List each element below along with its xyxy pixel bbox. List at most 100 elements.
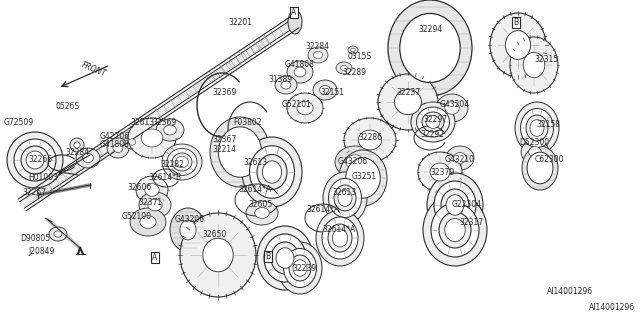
Ellipse shape bbox=[180, 220, 196, 240]
Ellipse shape bbox=[378, 74, 438, 130]
Ellipse shape bbox=[524, 52, 545, 77]
Text: 32294: 32294 bbox=[418, 25, 442, 34]
Ellipse shape bbox=[264, 234, 306, 282]
Ellipse shape bbox=[284, 249, 317, 287]
Ellipse shape bbox=[335, 146, 375, 178]
Ellipse shape bbox=[411, 102, 455, 142]
Text: 32282: 32282 bbox=[160, 160, 184, 169]
Ellipse shape bbox=[281, 81, 291, 89]
Ellipse shape bbox=[400, 13, 460, 83]
Ellipse shape bbox=[289, 255, 311, 281]
Ellipse shape bbox=[418, 152, 462, 192]
Text: 32613: 32613 bbox=[332, 188, 356, 197]
Text: G42706: G42706 bbox=[100, 132, 130, 141]
Text: G22304: G22304 bbox=[452, 200, 482, 209]
Ellipse shape bbox=[107, 138, 129, 158]
Ellipse shape bbox=[445, 219, 465, 242]
Text: 32239: 32239 bbox=[292, 264, 316, 273]
Ellipse shape bbox=[128, 118, 176, 158]
Ellipse shape bbox=[141, 129, 163, 147]
Ellipse shape bbox=[388, 0, 472, 96]
Ellipse shape bbox=[446, 195, 464, 215]
Ellipse shape bbox=[454, 153, 467, 164]
Ellipse shape bbox=[417, 107, 449, 137]
Ellipse shape bbox=[338, 190, 352, 206]
Text: B: B bbox=[266, 252, 271, 261]
Ellipse shape bbox=[527, 152, 553, 184]
Ellipse shape bbox=[21, 146, 49, 174]
Ellipse shape bbox=[175, 156, 188, 168]
Text: G41808: G41808 bbox=[285, 60, 315, 69]
Ellipse shape bbox=[293, 260, 307, 276]
Ellipse shape bbox=[351, 48, 355, 52]
Ellipse shape bbox=[530, 120, 544, 136]
Ellipse shape bbox=[515, 102, 559, 154]
Text: 32237: 32237 bbox=[396, 88, 420, 97]
Ellipse shape bbox=[255, 208, 269, 218]
Ellipse shape bbox=[276, 248, 294, 268]
Text: AI14001296: AI14001296 bbox=[589, 303, 635, 312]
Text: 32292: 32292 bbox=[420, 130, 444, 139]
Ellipse shape bbox=[339, 150, 387, 206]
Ellipse shape bbox=[358, 130, 381, 150]
Text: 32614*A: 32614*A bbox=[306, 205, 339, 214]
Ellipse shape bbox=[262, 161, 282, 183]
Text: J20849: J20849 bbox=[28, 247, 54, 256]
Text: G43206: G43206 bbox=[338, 157, 368, 166]
Ellipse shape bbox=[430, 163, 450, 181]
Ellipse shape bbox=[446, 146, 474, 170]
Ellipse shape bbox=[426, 116, 440, 128]
Ellipse shape bbox=[257, 155, 287, 189]
Ellipse shape bbox=[242, 137, 302, 207]
Ellipse shape bbox=[287, 61, 313, 83]
Ellipse shape bbox=[332, 229, 348, 247]
Ellipse shape bbox=[510, 37, 558, 93]
Ellipse shape bbox=[520, 108, 554, 148]
Ellipse shape bbox=[308, 47, 328, 63]
Ellipse shape bbox=[76, 148, 100, 168]
Text: 32369: 32369 bbox=[212, 88, 236, 97]
Ellipse shape bbox=[180, 213, 256, 297]
Ellipse shape bbox=[319, 85, 330, 94]
Ellipse shape bbox=[130, 208, 166, 236]
Ellipse shape bbox=[275, 76, 297, 94]
Text: 32371: 32371 bbox=[138, 198, 162, 207]
Ellipse shape bbox=[113, 143, 123, 153]
Text: C62300: C62300 bbox=[535, 155, 564, 164]
Text: G72509: G72509 bbox=[4, 118, 34, 127]
Text: H01003: H01003 bbox=[28, 173, 58, 182]
Text: A: A bbox=[152, 253, 157, 262]
Text: 32613: 32613 bbox=[243, 158, 267, 167]
Text: 32286: 32286 bbox=[358, 133, 382, 142]
Ellipse shape bbox=[156, 119, 184, 141]
Text: G41808: G41808 bbox=[100, 140, 130, 149]
Text: 32289: 32289 bbox=[342, 68, 366, 77]
Ellipse shape bbox=[336, 62, 352, 74]
Text: F03802: F03802 bbox=[233, 118, 262, 127]
Text: 32613: 32613 bbox=[130, 118, 154, 127]
Ellipse shape bbox=[257, 226, 313, 290]
Ellipse shape bbox=[322, 217, 358, 259]
Ellipse shape bbox=[334, 185, 356, 211]
Ellipse shape bbox=[294, 67, 306, 77]
Text: 31389: 31389 bbox=[268, 75, 292, 84]
Text: 32267: 32267 bbox=[22, 188, 46, 197]
Ellipse shape bbox=[340, 65, 348, 71]
Ellipse shape bbox=[506, 31, 531, 60]
Text: G43204: G43204 bbox=[440, 100, 470, 109]
Ellipse shape bbox=[74, 142, 80, 148]
Ellipse shape bbox=[423, 194, 487, 266]
Ellipse shape bbox=[218, 127, 262, 177]
Text: 32151: 32151 bbox=[320, 88, 344, 97]
Text: 32284: 32284 bbox=[305, 42, 329, 51]
Ellipse shape bbox=[172, 153, 192, 171]
Text: G43206: G43206 bbox=[175, 215, 205, 224]
Ellipse shape bbox=[148, 199, 162, 211]
Ellipse shape bbox=[136, 176, 168, 204]
Ellipse shape bbox=[162, 144, 202, 180]
Text: AI14001296: AI14001296 bbox=[547, 287, 593, 296]
Ellipse shape bbox=[70, 138, 84, 152]
Ellipse shape bbox=[124, 135, 140, 149]
Text: 32284: 32284 bbox=[65, 148, 89, 157]
Ellipse shape bbox=[522, 146, 558, 190]
